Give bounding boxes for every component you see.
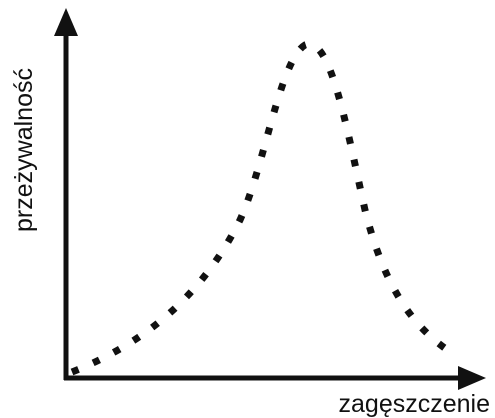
survival-curve xyxy=(70,40,457,376)
x-axis-label: zagęszczenie xyxy=(339,390,490,418)
y-axis-arrow xyxy=(54,8,78,36)
y-axis-label: przeżywalność xyxy=(10,68,38,232)
x-axis-arrow xyxy=(458,366,486,390)
